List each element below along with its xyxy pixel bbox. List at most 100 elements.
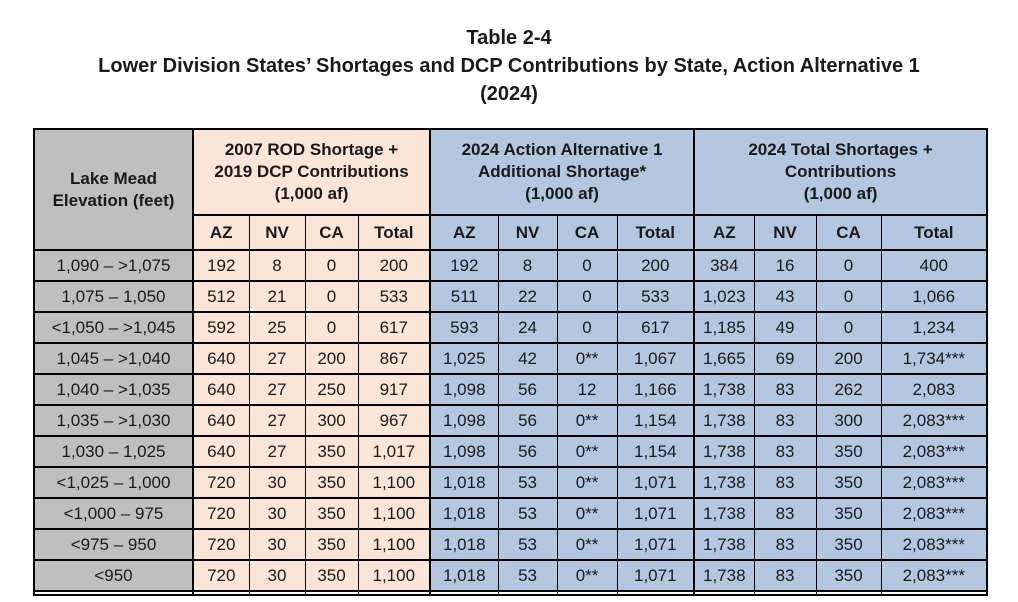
column-header-g1-nv: NV (248, 214, 306, 251)
value-cell: 0** (556, 559, 618, 592)
value-cell: 1,098 (429, 373, 499, 406)
table-row: 1,030 – 1,025 640 27 350 1,017 1,098 56 0** 1,15… (33, 435, 988, 468)
elevation-range-cell: 1,090 – >1,075 (33, 249, 194, 282)
value-cell: 1,025 (429, 342, 499, 375)
value-cell: 200 (304, 342, 359, 375)
elevation-range-cell: 1,075 – 1,050 (33, 280, 194, 313)
value-cell: 1,066 (880, 280, 988, 313)
value-cell: 1,018 (429, 559, 499, 592)
table-row: 1,075 – 1,050 512 21 0 533 511 22 0 533 1,023 43 0 1… (33, 280, 988, 313)
value-cell: 0** (556, 435, 618, 468)
value-cell: 200 (815, 342, 882, 375)
value-cell: 1,067 (616, 342, 695, 375)
value-cell: 1,738 (693, 435, 755, 468)
value-cell: 1,234 (880, 311, 988, 344)
cropped-cell (497, 590, 558, 595)
value-cell: 0 (304, 311, 359, 344)
value-cell: 592 (192, 311, 250, 344)
shortages-contributions-table: Lake Mead Elevation (feet) 2007 ROD Shor… (33, 128, 989, 596)
value-cell: 1,738 (693, 373, 755, 406)
value-cell: 53 (497, 559, 558, 592)
elevation-range-cell: 1,045 – >1,040 (33, 342, 194, 375)
value-cell: 1,071 (616, 528, 695, 561)
table-row: 1,040 – >1,035 640 27 250 917 1,098 56 12 1,166 1… (33, 373, 988, 406)
value-cell: 2,083*** (880, 528, 988, 561)
column-header-g1-total: Total (357, 214, 431, 251)
value-cell: 53 (497, 497, 558, 530)
value-cell: 0 (815, 311, 882, 344)
value-cell: 1,738 (693, 528, 755, 561)
value-cell: 56 (497, 373, 558, 406)
value-cell: 200 (357, 249, 431, 282)
cropped-cell (357, 590, 431, 595)
value-cell: 0 (815, 249, 882, 282)
value-cell: 1,071 (616, 497, 695, 530)
value-cell: 1,017 (357, 435, 431, 468)
value-cell: 350 (304, 435, 359, 468)
table-number: Table 2-4 (466, 27, 552, 49)
value-cell: 1,023 (693, 280, 755, 313)
value-cell: 1,018 (429, 528, 499, 561)
elevation-range-cell: <1,025 – 1,000 (33, 466, 194, 499)
table-title-text: Lower Division States’ Shortages and DCP… (98, 55, 920, 77)
group-header-row: Lake Mead Elevation (feet) 2007 ROD Shor… (33, 128, 988, 251)
value-cell: 384 (693, 249, 755, 282)
value-cell: 2,083*** (880, 497, 988, 530)
value-cell: 1,154 (616, 435, 695, 468)
value-cell: 262 (815, 373, 882, 406)
cropped-cell (616, 590, 695, 595)
value-cell: 2,083*** (880, 466, 988, 499)
value-cell: 1,665 (693, 342, 755, 375)
value-cell: 400 (880, 249, 988, 282)
value-cell: 350 (304, 528, 359, 561)
value-cell: 49 (753, 311, 817, 344)
cropped-cell (556, 590, 618, 595)
value-cell: 1,154 (616, 404, 695, 437)
table-row: 1,035 – >1,030 640 27 300 967 1,098 56 0** 1,154… (33, 404, 988, 437)
state-subheader-row: AZ NV CA Total AZ NV CA Total AZ NV CA T… (34, 214, 988, 251)
elevation-range-cell: 1,040 – >1,035 (33, 373, 194, 406)
value-cell: 83 (753, 466, 817, 499)
table-title: Table 2-4 Lower Division States’ Shortag… (0, 0, 1018, 108)
value-cell: 0 (304, 280, 359, 313)
value-cell: 56 (497, 435, 558, 468)
value-cell: 200 (616, 249, 695, 282)
column-header-g2-nv: NV (497, 214, 558, 251)
value-cell: 192 (429, 249, 499, 282)
value-cell: 0 (556, 311, 618, 344)
group-header-2024-total-shortages: 2024 Total Shortages + Contributions (1,… (693, 128, 988, 216)
value-cell: 350 (304, 466, 359, 499)
value-cell: 350 (304, 559, 359, 592)
value-cell: 0** (556, 404, 618, 437)
value-cell: 250 (304, 373, 359, 406)
value-cell: 720 (192, 528, 250, 561)
value-cell: 533 (616, 280, 695, 313)
value-cell: 1,100 (357, 559, 431, 592)
value-cell: 350 (815, 466, 882, 499)
value-cell: 83 (753, 404, 817, 437)
cropped-cell (815, 590, 882, 595)
value-cell: 300 (815, 404, 882, 437)
table-row: <1,000 – 975 720 30 350 1,100 1,018 53 0** 1,071… (33, 497, 988, 530)
value-cell: 1,100 (357, 497, 431, 530)
value-cell: 640 (192, 373, 250, 406)
value-cell: 0** (556, 528, 618, 561)
elevation-range-cell: <1,050 – >1,045 (33, 311, 194, 344)
column-header-g2-ca: CA (556, 214, 618, 251)
value-cell: 0** (556, 497, 618, 530)
value-cell: 1,100 (357, 466, 431, 499)
value-cell: 0 (556, 249, 618, 282)
value-cell: 21 (248, 280, 306, 313)
value-cell: 16 (753, 249, 817, 282)
value-cell: 12 (556, 373, 618, 406)
value-cell: 350 (815, 497, 882, 530)
value-cell: 30 (248, 559, 306, 592)
value-cell: 192 (192, 249, 250, 282)
value-cell: 2,083*** (880, 404, 988, 437)
value-cell: 1,166 (616, 373, 695, 406)
value-cell: 83 (753, 435, 817, 468)
column-header-g2-total: Total (616, 214, 695, 251)
value-cell: 350 (304, 497, 359, 530)
table-row: 1,045 – >1,040 640 27 200 867 1,025 42 0** 1,067… (33, 342, 988, 375)
